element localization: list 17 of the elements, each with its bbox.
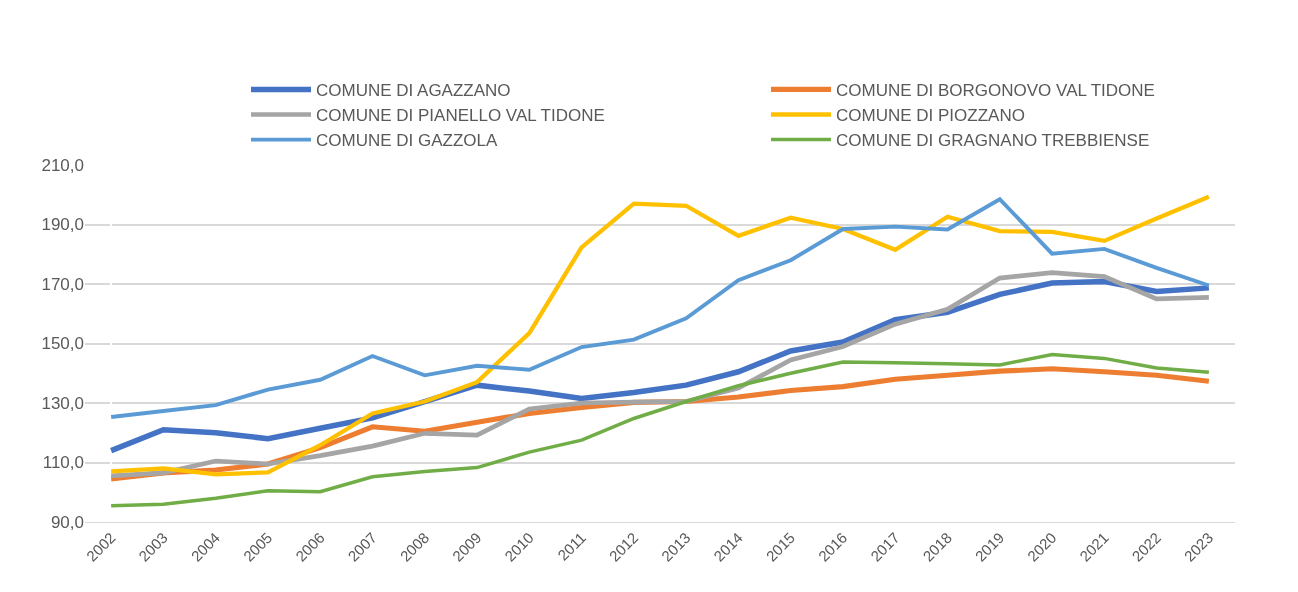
- line-series: [108, 194, 1212, 477]
- legend-label: COMUNE DI GAZZOLA: [316, 131, 499, 151]
- line-series: [108, 270, 1212, 479]
- legend-label: COMUNE DI BORGONOVO VAL TIDONE: [836, 81, 1155, 101]
- y-tick-label: 190,0: [41, 215, 84, 235]
- legend-label: COMUNE DI GRAGNANO TREBBIENSE: [836, 131, 1150, 151]
- y-tick-label: 90,0: [50, 512, 84, 532]
- line-series: [109, 197, 1211, 419]
- legend-label: COMUNE DI PIOZZANO: [836, 106, 1025, 126]
- line-series: [109, 352, 1211, 508]
- y-tick-label: 110,0: [42, 453, 84, 473]
- legend-label: COMUNE DI AGAZZANO: [316, 81, 511, 101]
- y-tick-label: 170,0: [41, 274, 84, 294]
- legend-label: COMUNE DI PIANELLO VAL TIDONE: [316, 106, 605, 126]
- y-tick-label: 150,0: [41, 334, 84, 354]
- y-tick-label: 210,0: [41, 155, 84, 175]
- y-tick-label: 130,0: [41, 393, 84, 413]
